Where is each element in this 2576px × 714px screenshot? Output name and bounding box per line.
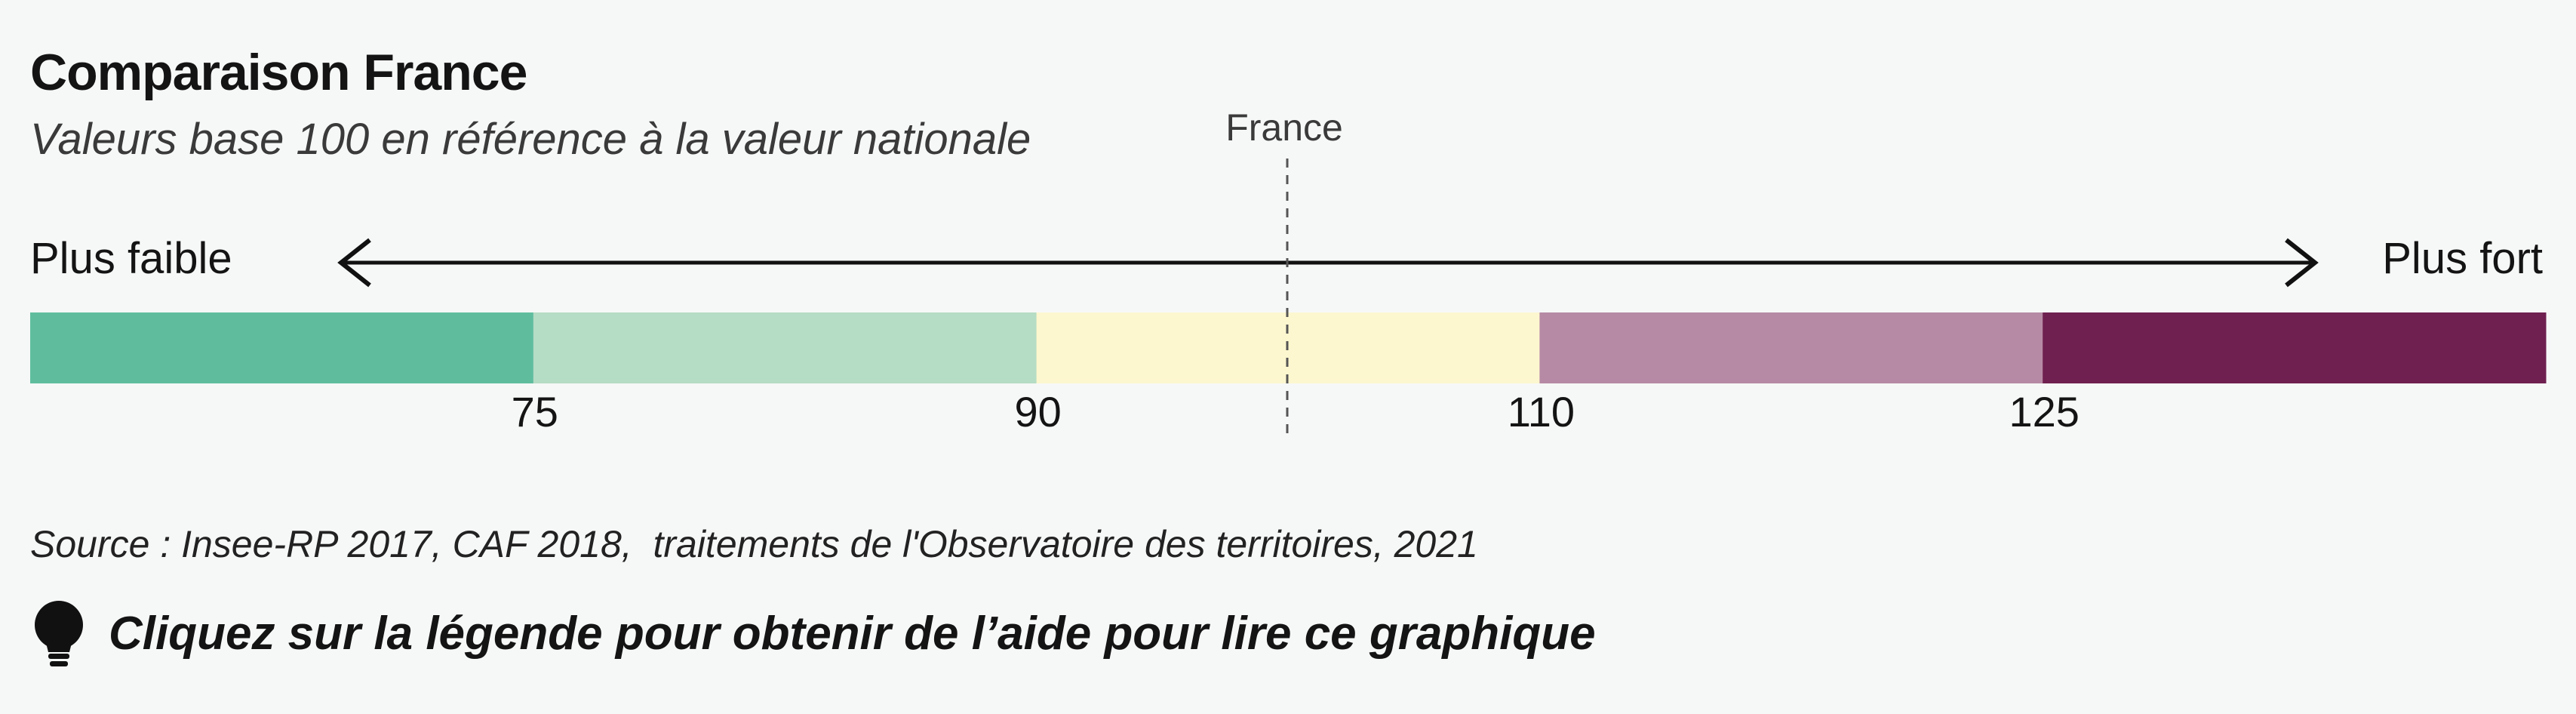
direction-arrow	[337, 238, 2319, 288]
color-class-1[interactable]	[30, 312, 534, 383]
help-text[interactable]: Cliquez sur la légende pour obtenir de l…	[109, 608, 1596, 660]
color-class-2[interactable]	[533, 312, 1037, 383]
color-class-5[interactable]	[2043, 312, 2547, 383]
source-note: Source : Insee-RP 2017, CAF 2018, traite…	[30, 523, 1478, 565]
chart-subtitle: Valeurs base 100 en référence à la valeu…	[30, 115, 1031, 164]
threshold-label: 110	[1507, 388, 1575, 435]
arrow-head-right	[2285, 238, 2319, 288]
scale-low-label: Plus faible	[30, 234, 232, 283]
scale-high-label: Plus fort	[2382, 234, 2543, 283]
color-class-4[interactable]	[1539, 312, 2043, 383]
threshold-label: 90	[1014, 388, 1062, 435]
threshold-label: 125	[2009, 388, 2080, 435]
chart-title: Comparaison France	[30, 44, 527, 101]
arrow-head-left	[337, 238, 371, 288]
threshold-label: 75	[511, 388, 558, 435]
legend-scale-chart[interactable]	[0, 0, 2576, 453]
lightbulb-icon	[30, 598, 88, 670]
reference-label: France	[1225, 106, 1343, 149]
help-link[interactable]: Cliquez sur la légende pour obtenir de l…	[30, 598, 1596, 670]
color-classes[interactable]	[30, 312, 2547, 383]
